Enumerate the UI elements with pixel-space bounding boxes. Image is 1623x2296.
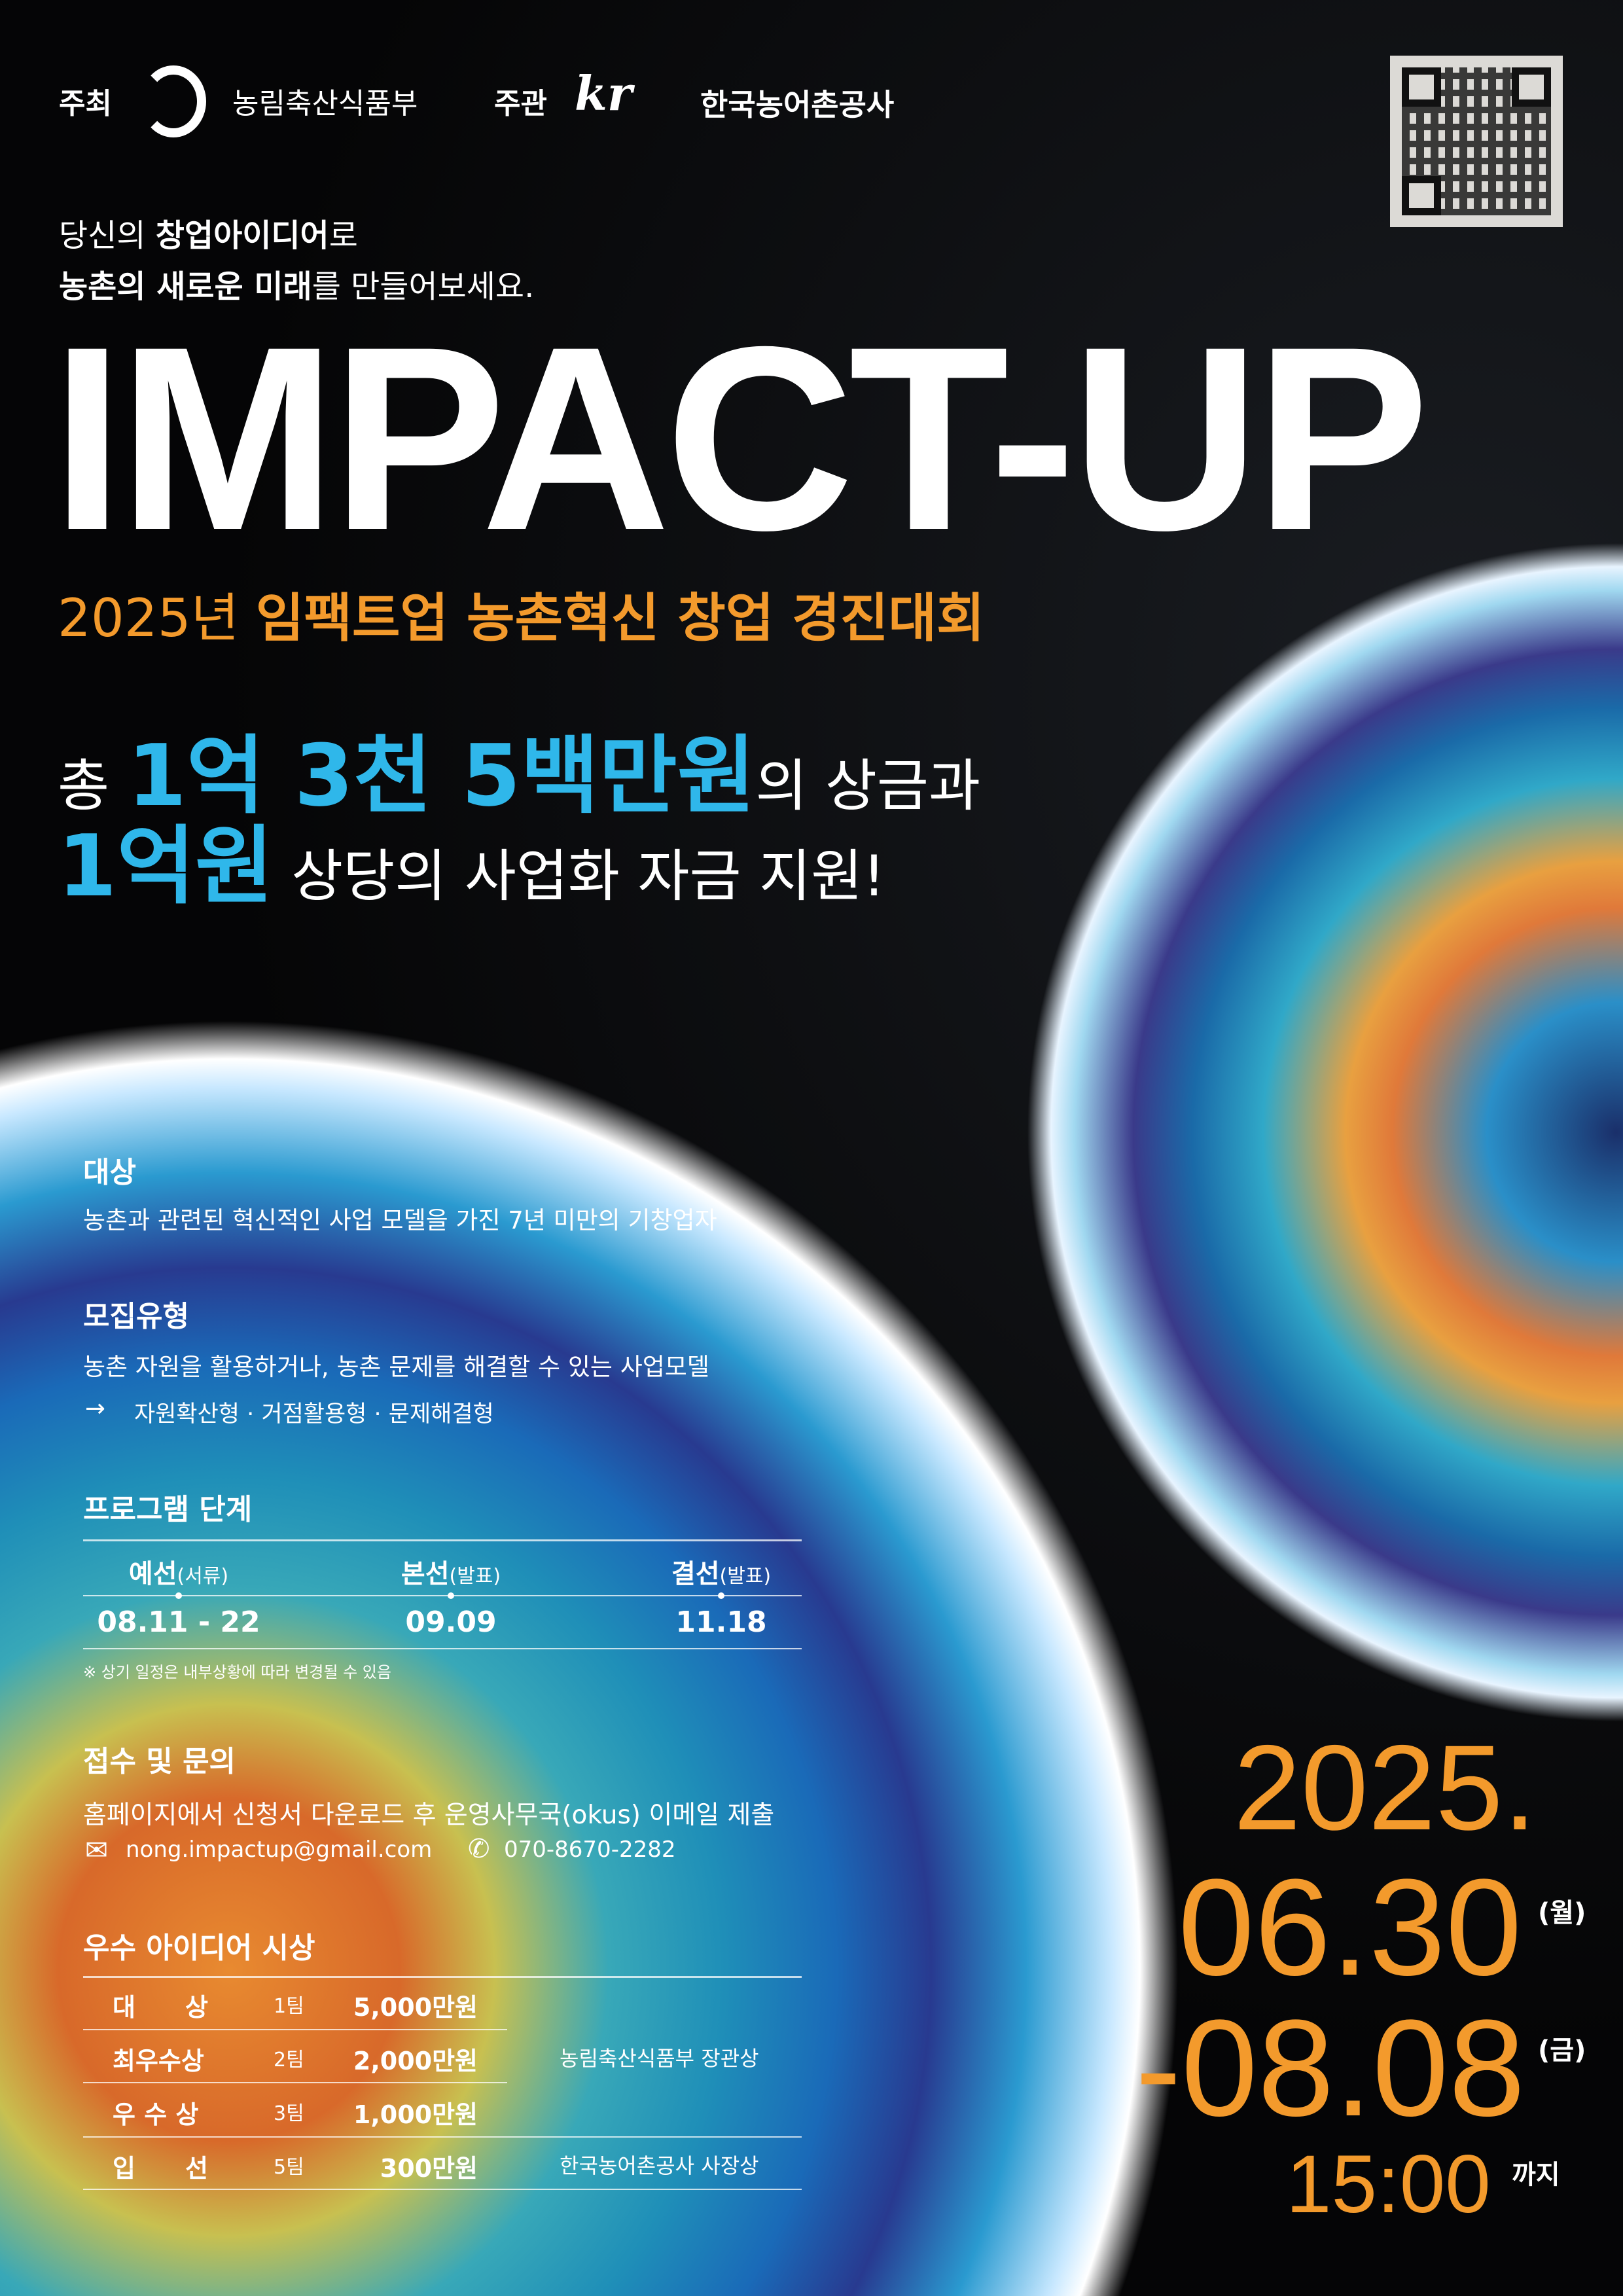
awards-heading: 우수 아이디어 시상 [83,1931,315,1965]
divider [83,1648,802,1649]
award-krc: 한국농어촌공사 사장상 [560,2153,759,2178]
award-amount: 2,000만원 [353,2047,478,2075]
mail-icon: ✉ [85,1834,109,1866]
award-amount: 1,000만원 [353,2100,478,2129]
divider [83,1595,802,1596]
award-amount: 5,000만원 [353,1993,478,2022]
stage-date: 08.11 - 22 [97,1605,260,1639]
arrow-icon: → [85,1394,106,1422]
stage-name: 결선(발표) [671,1559,772,1589]
types-heading: 모집유형 [83,1300,189,1333]
deadline-end-day: (금) [1538,2036,1586,2066]
award-name: 최우수상 [113,2047,204,2075]
award-teams: 1팀 [274,1995,304,2018]
award-name: 우 수 상 [113,2100,199,2129]
schedule-note: ※ 상기 일정은 내부상황에 따라 변경될 수 있음 [83,1663,391,1681]
contact-text: 홈페이지에서 신청서 다운로드 후 운영사무국(okus) 이메일 제출 [83,1801,775,1830]
divider [83,2029,507,2030]
prize-line1: 총 1억 3천 5백만원의 상금과 [58,726,981,825]
prize-line2: 1억원 상당의 사업화 자금 지원! [58,816,885,916]
host-org: 농림축산식품부 [232,87,418,120]
award-amount: 300만원 [380,2154,478,2183]
divider [83,1976,802,1978]
award-name: 대 상 [113,1993,208,2022]
tagline-line2: 농촌의 새로운 미래를 만들어보세요. [59,268,535,305]
types-list: 자원확산형 · 거점활용형 · 문제해결형 [134,1401,494,1427]
phone-icon: ✆ [468,1834,490,1864]
program-heading: 프로그램 단계 [83,1493,253,1526]
award-name: 입 선 [113,2154,208,2183]
award-teams: 3팀 [274,2102,304,2125]
main-title: IMPACT-UP [51,292,1429,584]
kr-logo-icon: kr [575,65,632,121]
contact-heading: 접수 및 문의 [83,1745,236,1778]
stage-dot [448,1592,454,1599]
deadline-start: 06.30 [1178,1850,1522,2004]
deadline-start-day: (월) [1538,1898,1586,1928]
deadline-year: 2025. [1234,1721,1537,1856]
award-ministry: 농림축산식품부 장관상 [560,2046,759,2071]
qr-code[interactable] [1390,56,1563,227]
types-text: 농촌 자원을 활용하거나, 농촌 문제를 해결할 수 있는 사업모델 [83,1353,709,1381]
organizer-label: 주관 [494,87,547,120]
divider [83,2189,802,2190]
stage-date: 11.18 [675,1605,767,1639]
award-teams: 2팀 [274,2049,304,2072]
stage-dot [175,1592,182,1599]
target-text: 농촌과 관련된 혁신적인 사업 모델을 가진 7년 미만의 기창업자 [83,1206,717,1234]
ministry-logo-icon [141,65,206,137]
target-heading: 대상 [83,1156,136,1189]
subtitle: 2025년 임팩트업 농촌혁신 창업 경진대회 [58,588,985,649]
award-teams: 5팀 [274,2156,304,2179]
phone-number[interactable]: 070-8670-2282 [504,1837,676,1863]
host-label: 주최 [59,87,112,120]
stage-name: 예선(서류) [128,1559,229,1589]
deadline-until: 까지 [1512,2160,1560,2190]
organizer-org: 한국농어촌공사 [700,87,895,122]
stage-dot [718,1592,724,1599]
deadline-time: 15:00 [1286,2139,1491,2230]
email-link[interactable]: nong.impactup@gmail.com [126,1837,433,1863]
stage-name: 본선(발표) [401,1559,501,1589]
stage-date: 09.09 [405,1605,497,1639]
tagline-line1: 당신의 창업아이디어로 [59,217,358,254]
divider [83,2136,802,2138]
divider [83,2082,507,2083]
divider [83,1539,802,1541]
deadline-end: -08.08 [1135,1991,1525,2145]
